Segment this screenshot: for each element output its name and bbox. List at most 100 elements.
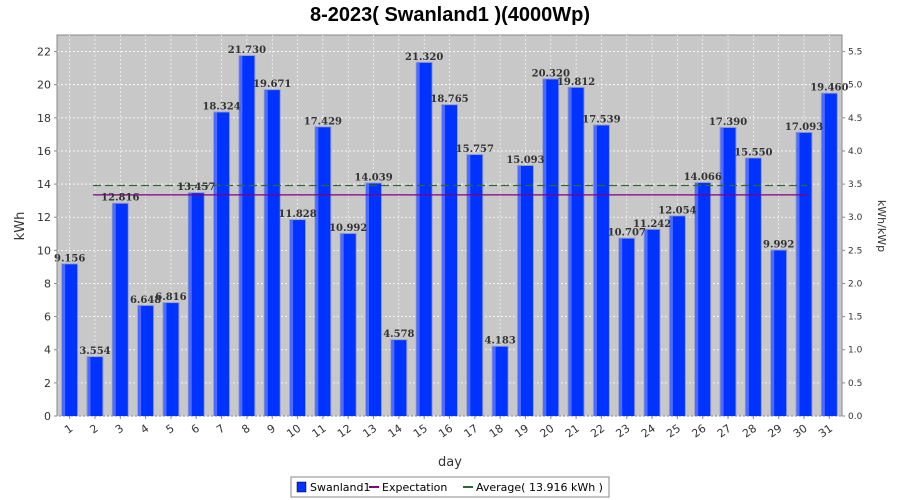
bar [694, 181, 712, 416]
x-tick-label: 11 [310, 422, 329, 441]
x-tick-label: 24 [639, 422, 658, 441]
bar-highlight [239, 56, 243, 416]
bar-highlight [619, 238, 623, 416]
bar-fill [290, 220, 306, 416]
bar [542, 78, 560, 417]
bar [770, 249, 788, 416]
bar [719, 126, 737, 416]
legend-box [290, 476, 610, 498]
x-tick-label: 29 [765, 422, 784, 441]
x-tick-label: 27 [715, 422, 734, 441]
bar [162, 302, 180, 416]
bar-highlight [442, 105, 445, 417]
bar-fill [720, 127, 736, 416]
y-tick-label: 20 [37, 79, 51, 92]
data-label: 12.054 [658, 205, 696, 216]
bar [466, 153, 484, 416]
x-tick-label: 19 [512, 422, 531, 441]
bar-highlight [517, 165, 521, 416]
bar-highlight [821, 93, 825, 416]
bar-fill [188, 193, 204, 416]
y-tick-label: 4 [44, 344, 51, 357]
legend-label: Average( 13.916 kWh ) [476, 481, 603, 494]
data-label: 15.550 [734, 147, 772, 158]
x-tick-label: 12 [335, 422, 354, 441]
bar [137, 304, 155, 416]
bar-highlight [214, 112, 218, 416]
x-tick-label: 5 [163, 422, 176, 437]
x-tick-label: 13 [360, 422, 379, 441]
x-tick-label: 8 [239, 422, 252, 437]
y2-tick-label: 3.5 [848, 180, 862, 190]
legend-label: Expectation [382, 481, 447, 494]
x-tick-label: 7 [214, 422, 227, 437]
bar-highlight [340, 233, 344, 416]
x-axis-label: day [438, 455, 462, 470]
bar-fill [745, 158, 761, 416]
data-label: 3.554 [79, 346, 110, 357]
y-tick-label: 12 [37, 211, 51, 224]
bar-fill [214, 112, 230, 416]
bar-fill [669, 216, 685, 416]
x-tick-label: 15 [411, 422, 430, 441]
x-tick-label: 26 [690, 422, 709, 441]
y2-tick-label: 4.5 [848, 114, 862, 124]
bar-fill [239, 56, 255, 416]
bar-highlight [391, 340, 395, 416]
bar-fill [492, 346, 508, 416]
data-label: 20.320 [532, 68, 570, 79]
data-label: 17.093 [785, 122, 823, 133]
data-label: 18.765 [430, 94, 468, 105]
bar-fill [112, 203, 128, 416]
bar-fill [543, 79, 559, 417]
x-tick-label: 1 [62, 422, 75, 437]
x-tick-label: 21 [563, 422, 582, 441]
data-label: 6.816 [155, 292, 186, 303]
bar-fill [62, 264, 78, 416]
y-axis-left: 0 2 4 6 8 10 12 14 16 18 20 22 [37, 35, 58, 423]
bar [263, 89, 281, 417]
legend-label: Swanland1 [310, 481, 370, 494]
bar-highlight [695, 182, 699, 416]
data-label: 4.183 [484, 336, 515, 347]
legend: Swanland1 Expectation Average( 13.916 kWh … [290, 476, 610, 498]
bar-highlight [568, 87, 572, 417]
x-tick-label: 25 [664, 422, 683, 441]
data-label: 17.390 [709, 117, 747, 128]
bar-fill [568, 87, 584, 417]
y2-tick-label: 5.5 [848, 48, 862, 58]
bar-highlight [62, 264, 66, 416]
data-label: 17.539 [582, 114, 620, 125]
y-tick-label: 8 [44, 277, 51, 290]
y2-tick-label: 1.0 [848, 346, 863, 356]
bar-highlight [669, 216, 673, 416]
bar-fill [138, 305, 154, 416]
x-tick-label: 4 [138, 422, 151, 437]
bar [238, 55, 256, 416]
bar [415, 61, 433, 417]
bar [289, 219, 307, 416]
x-tick-label: 14 [386, 422, 405, 441]
data-label: 9.156 [54, 253, 85, 264]
x-tick-label: 9 [265, 422, 278, 437]
bar-highlight [315, 127, 319, 417]
bar-highlight [112, 203, 116, 416]
bar-highlight [264, 90, 268, 417]
x-tick-label: 22 [588, 422, 607, 441]
chart-title: 8-2023( Swanland1 )(4000Wp) [310, 4, 590, 26]
bar [744, 157, 762, 416]
bar-fill [619, 238, 635, 416]
data-label: 4.578 [383, 329, 414, 340]
legend-swatch-swanland1 [296, 481, 307, 493]
bar [339, 232, 357, 416]
y2-tick-label: 2.5 [848, 246, 862, 256]
bar [795, 131, 813, 416]
bar-highlight [138, 305, 142, 416]
bar-fill [517, 165, 533, 416]
data-label: 9.992 [763, 239, 794, 250]
bar [643, 228, 661, 416]
bar-fill [163, 303, 179, 416]
y-tick-label: 2 [44, 377, 51, 390]
bar-highlight [416, 62, 420, 417]
bar-fill [442, 105, 457, 417]
